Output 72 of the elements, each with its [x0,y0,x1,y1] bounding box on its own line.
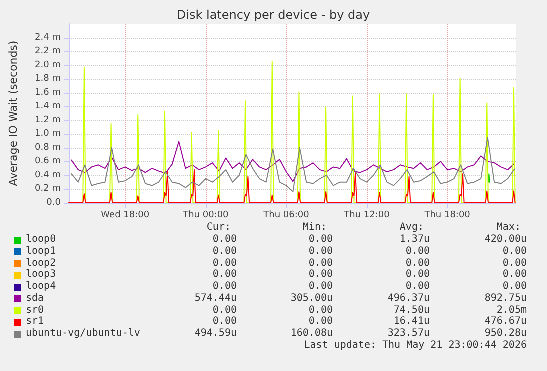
text: 0.00 [308,269,333,282]
text: 0.00 [212,304,237,316]
text: Last update: Thu May 21 23:00:44 2026 [304,340,527,352]
y-tick-label: 2.2 m [35,46,61,57]
text: 420.00u [484,234,527,246]
line-series [71,141,516,182]
y-tick-label: 0.2 m [35,184,61,194]
text: 0.00 [212,234,237,246]
y-tick-label: 1.0 m [35,129,61,140]
y-tick-label: 0.6 m [35,156,61,167]
text: 0.00 [212,258,237,270]
text: 476.67u [484,316,527,328]
x-tick-label: Thu 12:00 [343,210,390,220]
legend-label: loop3 [26,269,56,281]
text: 0.00 [212,269,237,282]
y-axis-title: Average IO Wait (seconds) [7,40,20,186]
legend-label: sr1 [26,316,44,328]
text: 160.08u [290,328,333,340]
y-tick-label: 1.4 m [35,102,61,112]
y-tick-label: 1.2 m [35,115,61,126]
legend-label: loop2 [26,258,56,269]
text: 0.00 [212,246,237,258]
y-tick-label: 0.8 m [35,142,61,153]
text: 74.50u [394,304,430,316]
legend-label: loop1 [26,246,56,258]
text: 0.00 [406,269,430,282]
text: 16.41u [394,316,430,328]
text: 0.00 [502,258,527,270]
y-tick-label: 0.4 m [35,170,61,180]
x-tick-label: Thu 06:00 [262,210,310,220]
text: 0.00 [212,316,237,328]
text: 950.28u [484,328,527,340]
y-tick-label: 2.0 m [35,60,61,70]
text: 1.37u [400,234,430,246]
legend-label: ubuntu-vg/ubuntu-lv [26,328,140,340]
legend-label: sda [26,292,44,305]
text: 0.00 [308,304,333,316]
text: Max: [496,222,521,234]
text: 0.00 [308,246,333,258]
text: 574.44u [194,292,237,305]
text: 494.59u [194,328,237,340]
text: 0.00 [406,258,430,270]
line-series [71,137,516,192]
legend-label: loop0 [26,234,56,246]
text: 323.57u [388,328,430,340]
text: Avg: [400,222,424,234]
x-tick-label: Thu 00:00 [182,210,230,220]
text: 0.00 [406,281,430,293]
y-tick-label: 2.4 m [35,32,61,43]
text: 0.00 [212,281,237,293]
text: 0.00 [308,316,333,328]
x-tick-label: Thu 18:00 [424,210,471,220]
text: 305.00u [290,292,333,305]
y-tick-label: 1.6 m [35,88,61,98]
text: 0.00 [308,281,333,293]
text: 0.00 [502,281,527,293]
text: 496.37u [388,292,430,305]
text: 0.00 [308,234,333,246]
text: Cur: [206,222,231,234]
text: 0.00 [308,258,333,270]
legend-label: sr0 [26,304,44,316]
y-tick-label: 0.0 [46,198,62,208]
chart-title: Disk latency per device - by day [176,8,370,22]
text: 0.00 [406,246,430,258]
y-tick-label: 1.8 m [35,74,61,84]
text: 892.75u [484,292,527,305]
text: 0.00 [502,269,527,282]
legend-label: loop4 [26,281,56,293]
text: Min: [302,222,327,234]
x-tick-label: Wed 18:00 [101,210,150,220]
text: 0.00 [502,246,527,258]
text: 2.05m [496,304,527,316]
